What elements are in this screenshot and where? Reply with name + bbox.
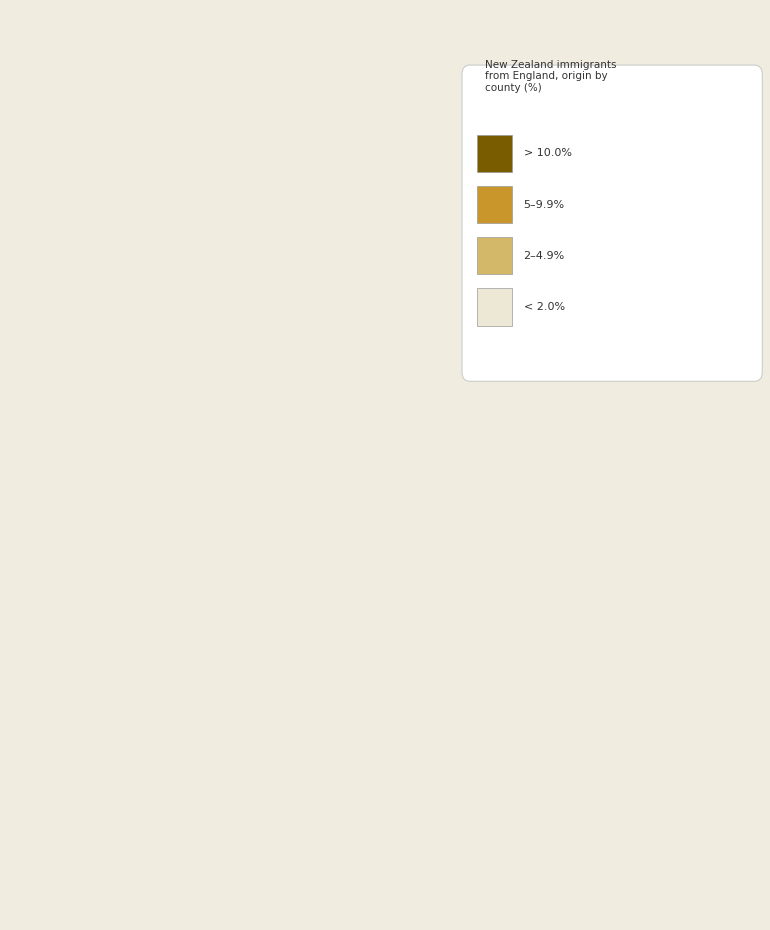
FancyBboxPatch shape bbox=[462, 65, 762, 381]
Text: 5–9.9%: 5–9.9% bbox=[524, 200, 564, 209]
Text: New Zealand immigrants
from England, origin by
county (%): New Zealand immigrants from England, ori… bbox=[485, 60, 617, 93]
Bar bbox=[477, 288, 512, 326]
Bar bbox=[477, 237, 512, 274]
Bar bbox=[477, 135, 512, 172]
Text: > 10.0%: > 10.0% bbox=[524, 149, 571, 158]
Bar bbox=[477, 186, 512, 223]
Text: < 2.0%: < 2.0% bbox=[524, 302, 564, 312]
Text: 2–4.9%: 2–4.9% bbox=[524, 251, 565, 260]
